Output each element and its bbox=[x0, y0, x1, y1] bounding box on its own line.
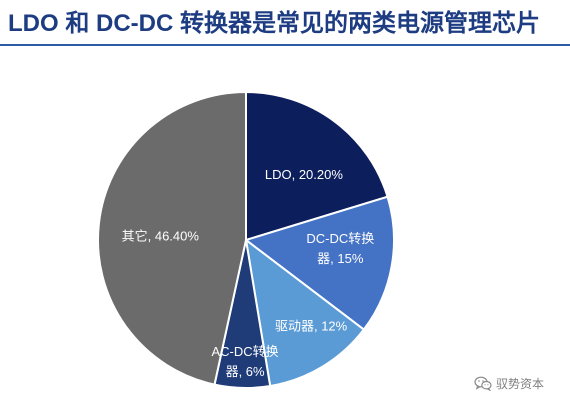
data-label-line: LDO, 20.20% bbox=[265, 167, 343, 182]
pie-slices bbox=[96, 91, 395, 389]
data-label-dc-dc: DC-DC转换器, 15% bbox=[306, 231, 374, 266]
chart-title: LDO 和 DC-DC 转换器是常见的两类电源管理芯片 bbox=[8, 10, 540, 37]
data-label-line: 器, 15% bbox=[317, 251, 364, 266]
data-label-line: 驱动器, 12% bbox=[275, 319, 348, 334]
data-label-ac-dc: AC-DC转换器, 6% bbox=[212, 344, 279, 379]
data-label-ldo: LDO, 20.20% bbox=[265, 167, 343, 182]
watermark: 驭势资本 bbox=[474, 375, 544, 391]
data-label-line: 器, 6% bbox=[226, 364, 265, 379]
pie-slice-ldo bbox=[245, 91, 389, 241]
data-label-line: DC-DC转换 bbox=[306, 231, 374, 246]
wechat-icon bbox=[474, 376, 492, 391]
pie-slice-driver bbox=[245, 239, 365, 388]
data-label-other: 其它, 46.40% bbox=[122, 229, 200, 244]
pie-slice-other bbox=[96, 91, 247, 386]
data-label-driver: 驱动器, 12% bbox=[275, 319, 348, 334]
data-label-line: AC-DC转换 bbox=[212, 344, 279, 359]
watermark-text: 驭势资本 bbox=[496, 376, 545, 391]
pie-slice-dc-dc bbox=[245, 195, 395, 331]
pie-data-labels: LDO, 20.20%DC-DC转换器, 15%驱动器, 12%AC-DC转换器… bbox=[122, 167, 375, 379]
data-label-line: 其它, 46.40% bbox=[122, 229, 200, 244]
title-underline bbox=[0, 44, 570, 46]
